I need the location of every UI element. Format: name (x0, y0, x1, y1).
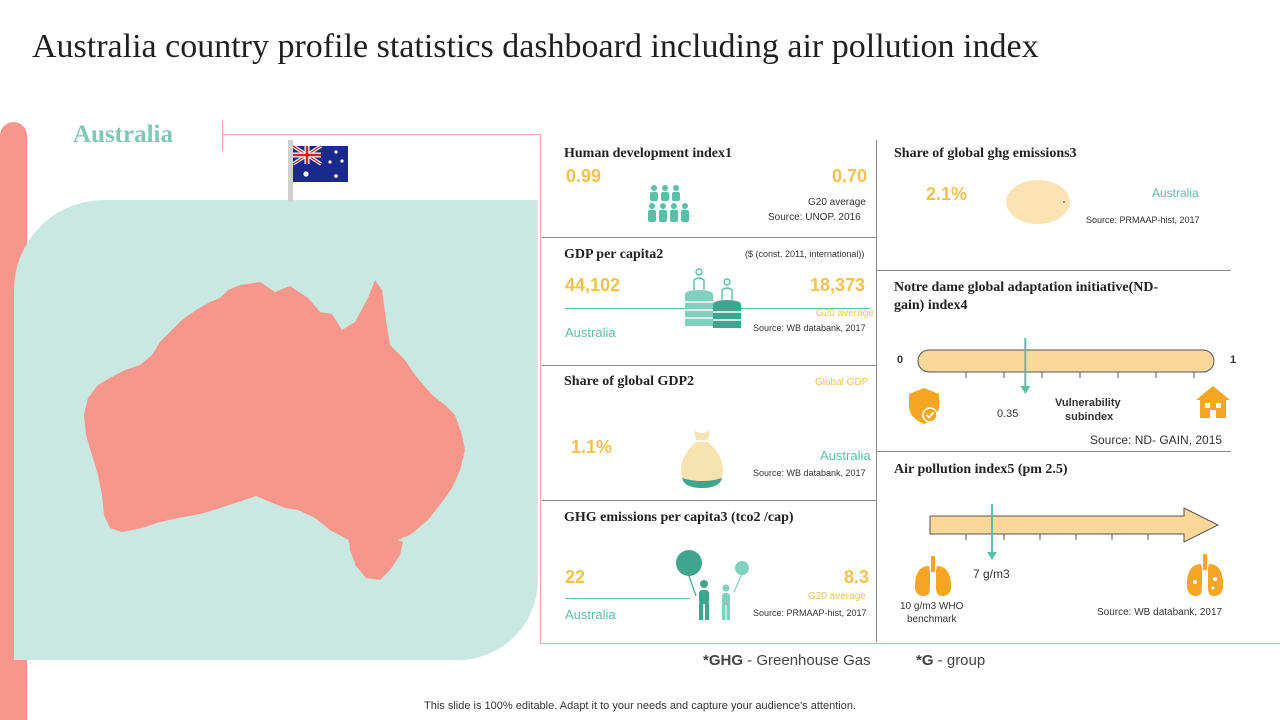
people-group-icon (648, 185, 689, 222)
nd-gain-value: 0.35 (997, 408, 1019, 420)
gdp-source: Source: WB databank, 2017 (753, 323, 866, 333)
nd-gain-sub-label-1: Vulnerability (1055, 397, 1121, 409)
gdp-g20-value: 18,373 (810, 275, 866, 295)
share-ghg-country-label: Australia (1152, 186, 1199, 200)
hdi-g20-value: 0.70 (832, 166, 868, 186)
share-ghg-value: 2.1% (926, 184, 968, 204)
share-gdp-value: 1.1% (571, 437, 613, 457)
gdp-country-label: Australia (565, 325, 616, 340)
legend-g-text: - group (933, 652, 986, 669)
column-divider (876, 140, 877, 642)
share-gdp-source: Source: WB databank, 2017 (753, 468, 866, 478)
dashboard-frame (540, 134, 1280, 644)
coin-stack-people-icon (685, 268, 741, 328)
nd-gain-min: 0 (897, 354, 904, 366)
legend-g-abbr: *G (916, 652, 934, 669)
row-divider (542, 500, 876, 501)
ghg-value: 22 (565, 567, 586, 587)
ghg-source: Source: PRMAAP-hist, 2017 (753, 608, 867, 618)
share-ghg-title: Share of global ghg emissions3 (894, 146, 1077, 161)
air-pollution-title: Air pollution index5 (pm 2.5) (894, 462, 1068, 477)
gdp-value: 44,102 (565, 275, 621, 295)
nd-gain-title-line2: gain) index4 (894, 298, 968, 313)
legend-ghg-abbr: *GHG (703, 652, 744, 669)
row-divider (877, 451, 1231, 452)
page-title: Australia country profile statistics das… (32, 28, 1039, 65)
ghg-g20-value: 8.3 (844, 567, 870, 587)
air-pollution-arrow-scale (929, 504, 1220, 560)
gdp-g20-label: G20 average (816, 308, 874, 319)
hdi-source: Source: UNOP. 2016 (768, 212, 861, 223)
divider-line (222, 120, 223, 151)
legend-ghg-text: - Greenhouse Gas (743, 652, 871, 669)
row-divider (542, 237, 876, 238)
share-gdp-global-label: Global GDP (815, 377, 869, 388)
divider-line (222, 134, 540, 135)
ghg-country-label: Australia (565, 607, 616, 622)
share-ghg-ellipse (1006, 180, 1070, 224)
share-gdp-country-label: Australia (820, 448, 871, 463)
legend-ghg: *GHG - Greenhouse Gas (703, 652, 871, 669)
ghg-per-capita-title: GHG emissions per capita3 (tco2 /cap) (564, 510, 794, 525)
gdp-per-capita-title: GDP per capita2 (564, 247, 664, 262)
lungs-virus-icon (1186, 554, 1224, 596)
nd-gain-scale (917, 338, 1215, 394)
people-balloons-icon (676, 550, 749, 620)
nd-gain-title-line1: Notre dame global adaptation initiative(… (894, 280, 1159, 295)
row-divider (542, 365, 876, 366)
row-divider (877, 270, 1231, 271)
air-benchmark-line2: benchmark (907, 614, 957, 625)
country-name: Australia (73, 121, 173, 148)
money-bag-icon (680, 430, 724, 488)
hdi-g20-label: G20 average (808, 197, 866, 208)
footer-note: This slide is 100% editable. Adapt it to… (424, 700, 856, 712)
house-icon (1196, 386, 1230, 418)
lungs-icon (914, 556, 952, 596)
australia-map (84, 280, 465, 580)
hdi-title: Human development index1 (564, 146, 733, 161)
ghg-g20-label: G20 average (808, 591, 866, 602)
legend-g: *G - group (916, 652, 985, 669)
gdp-unit-note: ($ (const. 2011, international)) (745, 249, 865, 259)
share-gdp-title: Share of global GDP2 (564, 374, 695, 389)
ghg-baseline (565, 598, 690, 599)
hdi-value: 0.99 (566, 166, 602, 186)
shield-check-icon (909, 388, 939, 424)
air-pollution-value: 7 g/m3 (973, 567, 1010, 581)
nd-gain-max: 1 (1230, 354, 1237, 366)
air-pollution-source: Source: WB databank, 2017 (1097, 607, 1223, 618)
australia-flag-icon (288, 140, 348, 202)
share-ghg-source: Source: PRMAAP-hist, 2017 (1086, 215, 1200, 225)
air-benchmark-line1: 10 g/m3 WHO (900, 601, 964, 612)
nd-gain-source: Source: ND- GAIN, 2015 (1090, 433, 1223, 447)
nd-gain-sub-label-2: subindex (1065, 411, 1114, 423)
